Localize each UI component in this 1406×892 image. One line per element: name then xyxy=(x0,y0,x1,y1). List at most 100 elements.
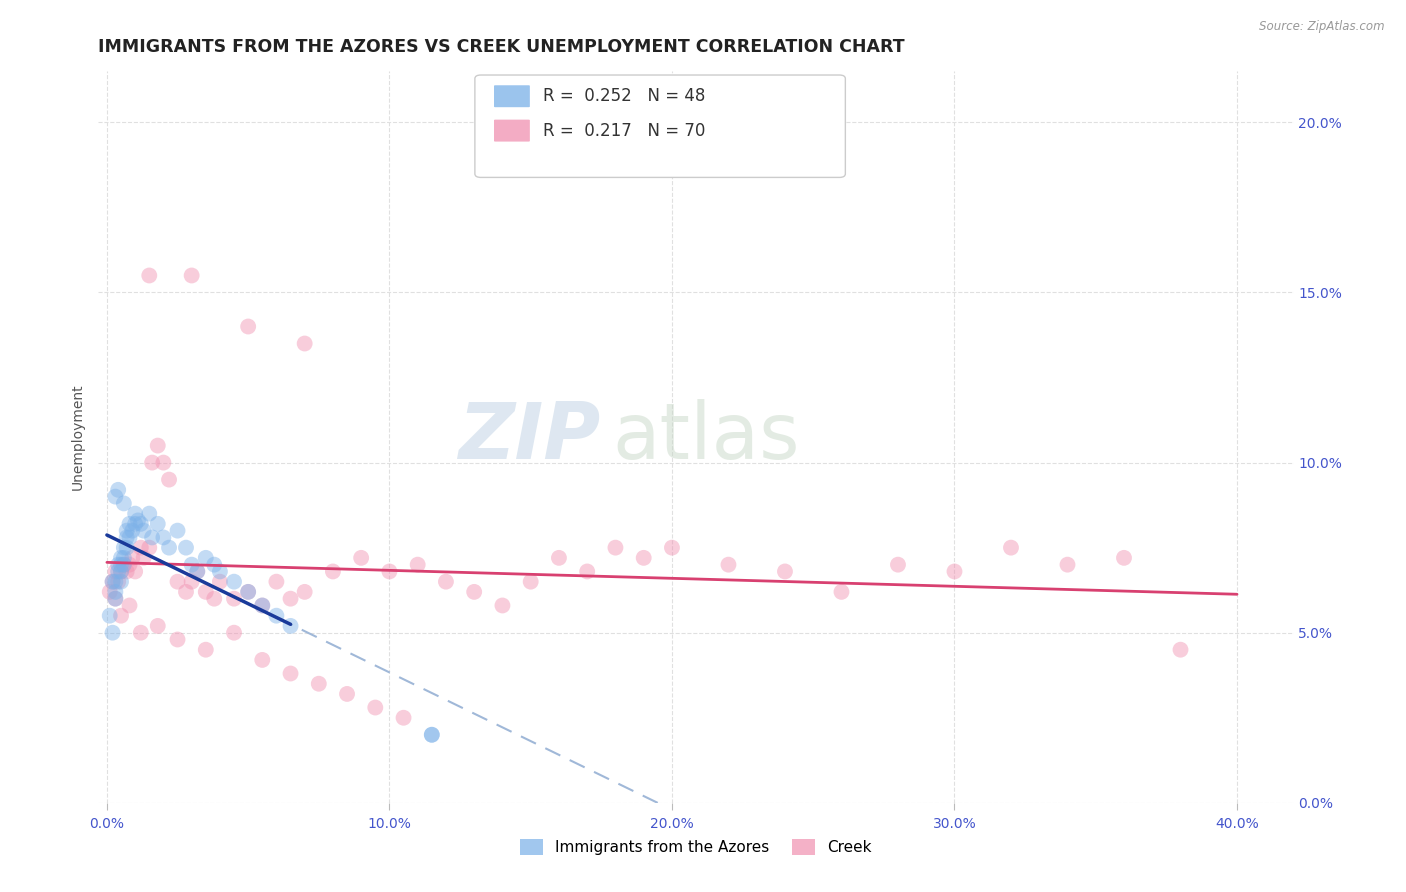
Point xyxy=(194,642,217,657)
Point xyxy=(104,591,127,606)
Point xyxy=(112,496,135,510)
Text: atlas: atlas xyxy=(613,399,800,475)
Point xyxy=(308,677,330,691)
Text: IMMIGRANTS FROM THE AZORES VS CREEK UNEMPLOYMENT CORRELATION CHART: IMMIGRANTS FROM THE AZORES VS CREEK UNEM… xyxy=(98,38,905,56)
Point xyxy=(350,550,373,565)
Point xyxy=(633,550,655,565)
Point xyxy=(115,541,138,555)
Point xyxy=(110,608,132,623)
Point xyxy=(138,507,160,521)
Point xyxy=(118,516,141,531)
Point xyxy=(605,541,627,555)
Point xyxy=(138,541,160,555)
Point xyxy=(107,483,129,497)
Point xyxy=(322,565,344,579)
Point xyxy=(548,550,571,565)
Point xyxy=(194,550,217,565)
Point xyxy=(124,516,146,531)
Point xyxy=(129,541,152,555)
Y-axis label: Unemployment: Unemployment xyxy=(72,384,86,491)
Point xyxy=(252,653,274,667)
Point xyxy=(222,591,245,606)
Point xyxy=(110,550,132,565)
Point xyxy=(101,574,124,589)
FancyBboxPatch shape xyxy=(494,120,530,142)
Point xyxy=(174,541,197,555)
Point xyxy=(773,565,796,579)
Point xyxy=(101,574,124,589)
Point xyxy=(1112,550,1135,565)
Point xyxy=(294,585,316,599)
Point xyxy=(364,700,387,714)
Point xyxy=(138,268,160,283)
Point xyxy=(152,531,174,545)
Point xyxy=(202,558,225,572)
Point xyxy=(238,319,260,334)
Point xyxy=(124,565,146,579)
Point xyxy=(887,558,910,572)
Point xyxy=(519,574,541,589)
Point xyxy=(180,558,202,572)
Point xyxy=(127,513,149,527)
Point xyxy=(208,565,231,579)
Point xyxy=(112,541,135,555)
Point xyxy=(420,728,443,742)
Point xyxy=(174,585,197,599)
Point xyxy=(141,456,163,470)
Point xyxy=(112,558,135,572)
Point xyxy=(252,599,274,613)
Point xyxy=(238,585,260,599)
Point xyxy=(112,558,135,572)
Point xyxy=(336,687,359,701)
Point xyxy=(830,585,852,599)
Point xyxy=(252,599,274,613)
Point xyxy=(157,541,180,555)
Point xyxy=(107,565,129,579)
Point xyxy=(118,599,141,613)
Point xyxy=(434,574,457,589)
Point xyxy=(420,728,443,742)
Point xyxy=(110,558,132,572)
Point xyxy=(186,565,208,579)
Point xyxy=(146,619,169,633)
Point xyxy=(115,524,138,538)
Point xyxy=(110,565,132,579)
Point xyxy=(104,574,127,589)
Text: R =  0.217   N = 70: R = 0.217 N = 70 xyxy=(543,121,706,140)
Point xyxy=(222,574,245,589)
FancyBboxPatch shape xyxy=(475,75,845,178)
Point xyxy=(112,550,135,565)
Point xyxy=(491,599,513,613)
Point xyxy=(141,531,163,545)
Point xyxy=(238,585,260,599)
Text: R =  0.252   N = 48: R = 0.252 N = 48 xyxy=(543,87,706,105)
Point xyxy=(107,558,129,572)
Point xyxy=(98,585,121,599)
Point xyxy=(166,574,188,589)
Point xyxy=(107,574,129,589)
Point xyxy=(280,619,302,633)
Point xyxy=(166,524,188,538)
Point xyxy=(104,490,127,504)
Point xyxy=(280,666,302,681)
Point xyxy=(661,541,683,555)
Point xyxy=(1056,558,1078,572)
Point xyxy=(463,585,485,599)
Point xyxy=(110,565,132,579)
Point xyxy=(266,574,288,589)
Point xyxy=(157,473,180,487)
Point xyxy=(180,574,202,589)
Point xyxy=(110,574,132,589)
Point xyxy=(576,565,599,579)
Point xyxy=(115,531,138,545)
Point xyxy=(118,531,141,545)
Point xyxy=(104,591,127,606)
Point xyxy=(121,524,143,538)
Point xyxy=(146,439,169,453)
Point xyxy=(104,585,127,599)
Point xyxy=(180,268,202,283)
Point xyxy=(101,625,124,640)
FancyBboxPatch shape xyxy=(494,86,530,107)
Text: ZIP: ZIP xyxy=(458,399,600,475)
Point xyxy=(1170,642,1192,657)
